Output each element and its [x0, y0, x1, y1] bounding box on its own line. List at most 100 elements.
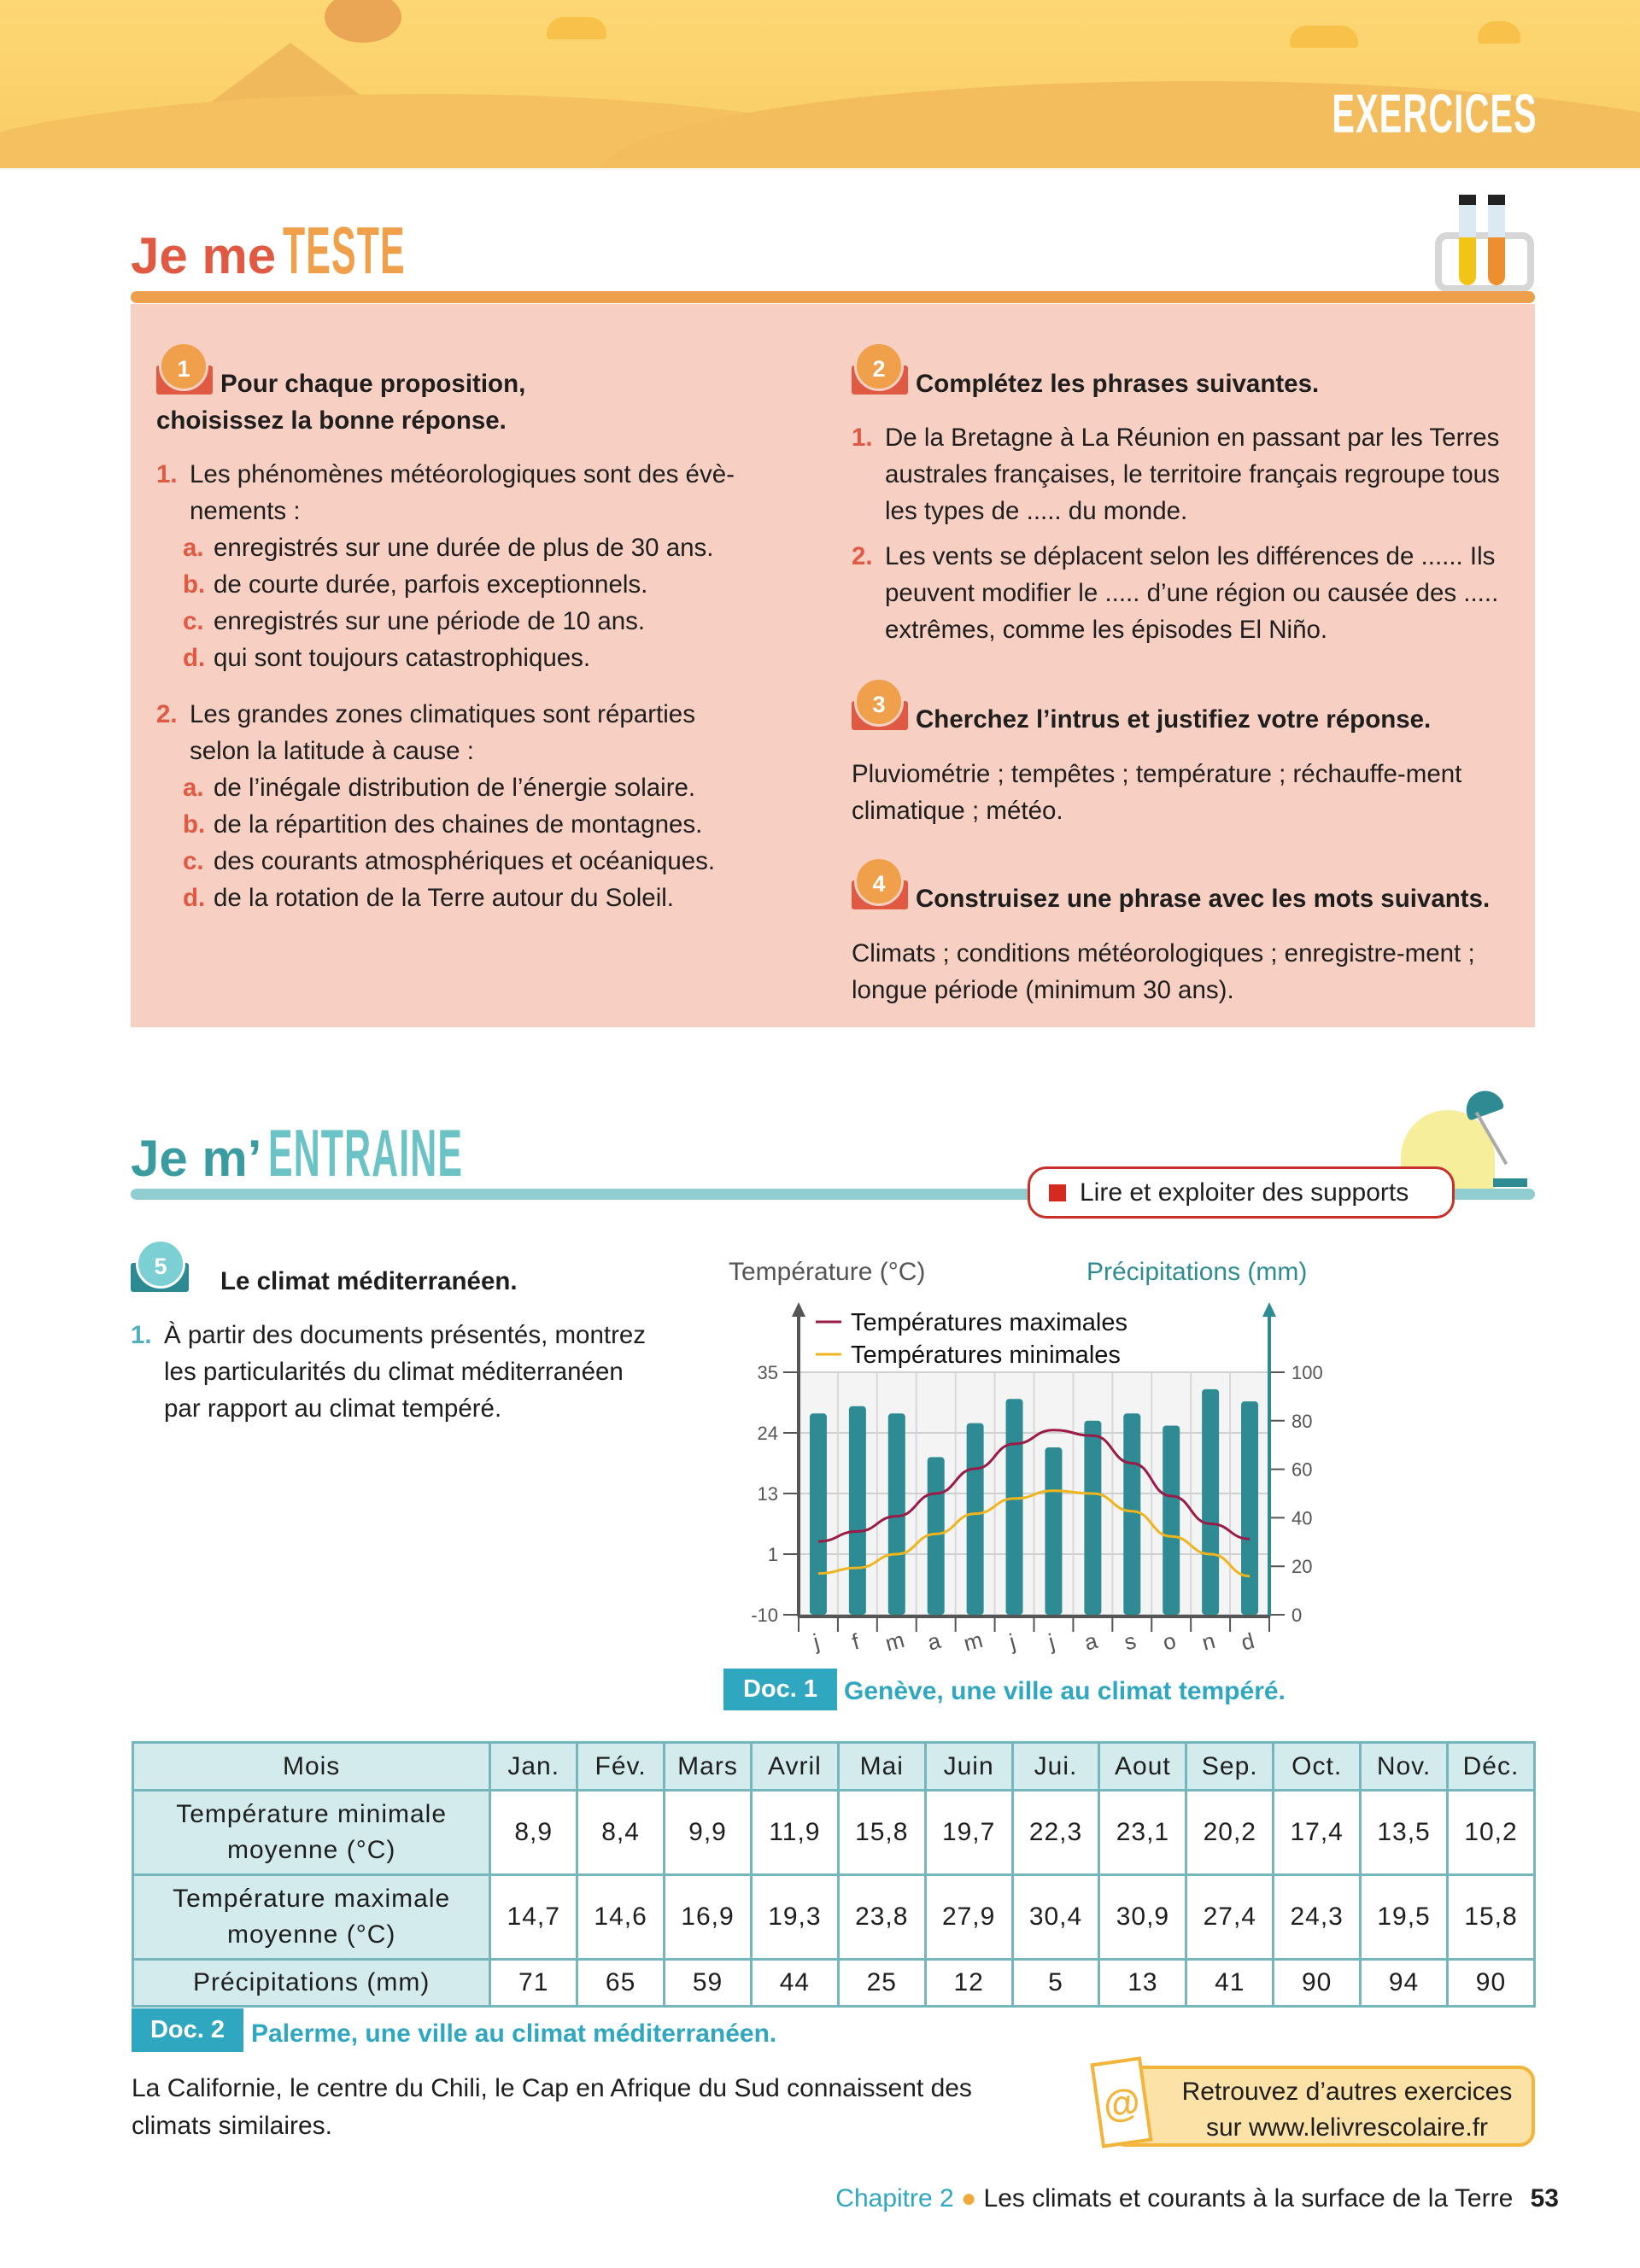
- answer-option[interactable]: a. enregistrés sur une durée de plus de 3…: [156, 529, 793, 566]
- month-label: f: [849, 1628, 862, 1655]
- climate-chart: -10 1 13 24 35 0 20 40 60 80 100 Températures maxim…: [751, 1302, 1323, 1657]
- exercise-5: 5 Le climat méditerranéen. 1. À partir de…: [131, 1239, 686, 1427]
- table-cell: 10,2: [1445, 1789, 1537, 1876]
- exercise-heading: 5 Le climat méditerranéen.: [131, 1239, 686, 1300]
- exercise-1: 1 Pour chaque proposition, choisissez la…: [156, 342, 793, 916]
- table-cell: 65: [576, 1958, 666, 2008]
- website-link-box[interactable]: Retrouvez d’autres exercices sur www.lel…: [1110, 2066, 1535, 2147]
- section-title-teste: Je me TESTE: [131, 212, 507, 289]
- table-cell: 8,9: [489, 1789, 579, 1876]
- y-tick-label: 35: [758, 1362, 778, 1383]
- exercise-number-badge: 3: [854, 677, 904, 727]
- answer-option[interactable]: a. de l’inégale distribution de l’énergie…: [156, 769, 793, 806]
- answer-option[interactable]: c. des courants atmosphériques et océaniq…: [156, 843, 793, 880]
- precipitation-bar: [1163, 1425, 1180, 1615]
- table-cell: 23,8: [836, 1873, 927, 1961]
- heading-text: Complétez les phrases suivantes.: [916, 370, 1320, 398]
- table-cell: 11,9: [749, 1789, 840, 1876]
- exercise-4-text: Climats ; conditions météorologiques ; e…: [852, 939, 1475, 1004]
- option-text: enregistrés sur une durée de plus de 30 …: [214, 534, 714, 562]
- table-cell: 44: [749, 1958, 840, 2008]
- column-header: Déc.: [1445, 1741, 1537, 1792]
- question-number: 2.: [156, 700, 178, 728]
- exercise-number-badge: 1: [159, 342, 208, 391]
- note-text: La Californie, le centre du Chili, le Ca…: [132, 2074, 972, 2140]
- bullet-icon: ●: [961, 2184, 977, 2212]
- doc-2-label: Doc. 2: [132, 2008, 243, 2052]
- chapter-banner: EXERCICES: [0, 0, 1640, 168]
- column-header: Avril: [749, 1741, 840, 1792]
- page-number: 53: [1530, 2184, 1559, 2212]
- option-text: de la rotation de la Terre autour du Sol…: [214, 884, 674, 912]
- climate-table: Mois Jan. Fév. Mars Avril Mai Juin Jui. Aout Sep.…: [131, 1741, 1537, 2008]
- column-header: Juin: [923, 1741, 1014, 1792]
- question-number: 1.: [156, 460, 178, 488]
- row-header: Température maximale moyenne (°C): [131, 1873, 492, 1961]
- month-label: s: [1122, 1628, 1139, 1655]
- legend-label: Températures minimales: [851, 1342, 1121, 1369]
- heading-text: Le climat méditerranéen.: [220, 1267, 518, 1295]
- precipitation-bar: [848, 1406, 866, 1615]
- y2-tick-label: 40: [1292, 1507, 1312, 1529]
- table-cell: 14,6: [576, 1873, 666, 1961]
- section-title-entraine: Je m’ ENTRAINE: [131, 1114, 623, 1192]
- answer-option[interactable]: b. de la répartition des chaines de monta…: [156, 806, 793, 843]
- question-number: 1.: [852, 424, 873, 452]
- table-cell: 5: [1010, 1958, 1101, 2008]
- answer-option[interactable]: d. de la rotation de la Terre autour du S…: [156, 880, 793, 916]
- precipitation-bar: [887, 1413, 905, 1615]
- y-axis-arrow-icon: [792, 1302, 805, 1317]
- test-tubes-icon: [1435, 195, 1534, 295]
- table-cell: 19,7: [923, 1789, 1014, 1876]
- skill-badge-text: Lire et exploiter des supports: [1080, 1178, 1409, 1207]
- month-label: d: [1239, 1628, 1257, 1656]
- option-text: de courte durée, parfois exceptionnels.: [214, 570, 648, 599]
- question-number: 1.: [131, 1321, 152, 1349]
- cloud-illustration: [1478, 21, 1520, 44]
- month-label: a: [925, 1628, 944, 1656]
- row-label: moyenne (°C): [226, 1920, 396, 1949]
- website-url[interactable]: sur www.lelivrescolaire.fr: [1205, 2113, 1489, 2142]
- y-tick-label: 1: [768, 1544, 778, 1565]
- y2-tick-label: 80: [1292, 1411, 1312, 1432]
- table-cell: 14,7: [489, 1873, 579, 1961]
- question-text: Les phénomènes météorologiques sont des …: [190, 460, 735, 525]
- table-cell: 90: [1272, 1958, 1362, 2008]
- footer-chapter: Chapitre 2: [835, 2184, 954, 2212]
- row-label: Température minimale: [176, 1800, 448, 1828]
- answer-option[interactable]: b. de courte durée, parfois exceptionnels…: [156, 566, 793, 603]
- max-temperature-line: [817, 1429, 1250, 1543]
- skill-badge: Lire et exploiter des supports: [1028, 1166, 1455, 1219]
- month-label: m: [882, 1627, 907, 1657]
- table-cell: 71: [489, 1958, 579, 2008]
- answer-option[interactable]: c. enregistrés sur une période de 10 ans.: [156, 603, 793, 640]
- exercise-heading: 1 Pour chaque proposition,: [156, 342, 793, 402]
- table-cell: 59: [663, 1958, 753, 2008]
- title-word: ENTRAINE: [268, 1115, 464, 1190]
- exercise-2: 2 Complétez les phrases suivantes. 1. De …: [852, 342, 1526, 1008]
- column-header: Oct.: [1272, 1741, 1362, 1792]
- y2-tick-label: 0: [1292, 1605, 1302, 1626]
- question-number: 2.: [852, 542, 873, 570]
- y2-tick-label: 20: [1292, 1556, 1312, 1577]
- legend-label: Températures maximales: [851, 1309, 1128, 1336]
- precipitation-bar: [1241, 1401, 1259, 1615]
- question-text: À partir des documents présentés, montre…: [164, 1321, 647, 1423]
- y-axis-title: Température (°C): [729, 1258, 926, 1286]
- doc-2-caption: Palerme, une ville au climat méditerrané…: [251, 2020, 777, 2048]
- month-label: a: [1081, 1628, 1100, 1656]
- row-header: Température minimale moyenne (°C): [131, 1789, 492, 1876]
- column-header: Nov.: [1359, 1741, 1449, 1792]
- table-row: Précipitations (mm) 71 65 59 44 25 12 5 13 41 90 94…: [131, 1958, 1537, 2008]
- title-prefix: Je m’: [131, 1130, 262, 1187]
- heading-text: Pour chaque proposition,: [220, 370, 526, 398]
- option-letter: c.: [183, 847, 204, 875]
- month-label: j: [1006, 1628, 1018, 1655]
- answer-option[interactable]: d. qui sont toujours catastrophiques.: [156, 640, 793, 676]
- exercise-number-badge: 5: [136, 1239, 185, 1289]
- column-header: Mai: [836, 1741, 927, 1792]
- table-cell: 24,3: [1272, 1873, 1362, 1961]
- table-cell: 8,4: [576, 1789, 666, 1876]
- table-cell: 12: [923, 1958, 1014, 2008]
- y-tick-label: -10: [751, 1605, 778, 1626]
